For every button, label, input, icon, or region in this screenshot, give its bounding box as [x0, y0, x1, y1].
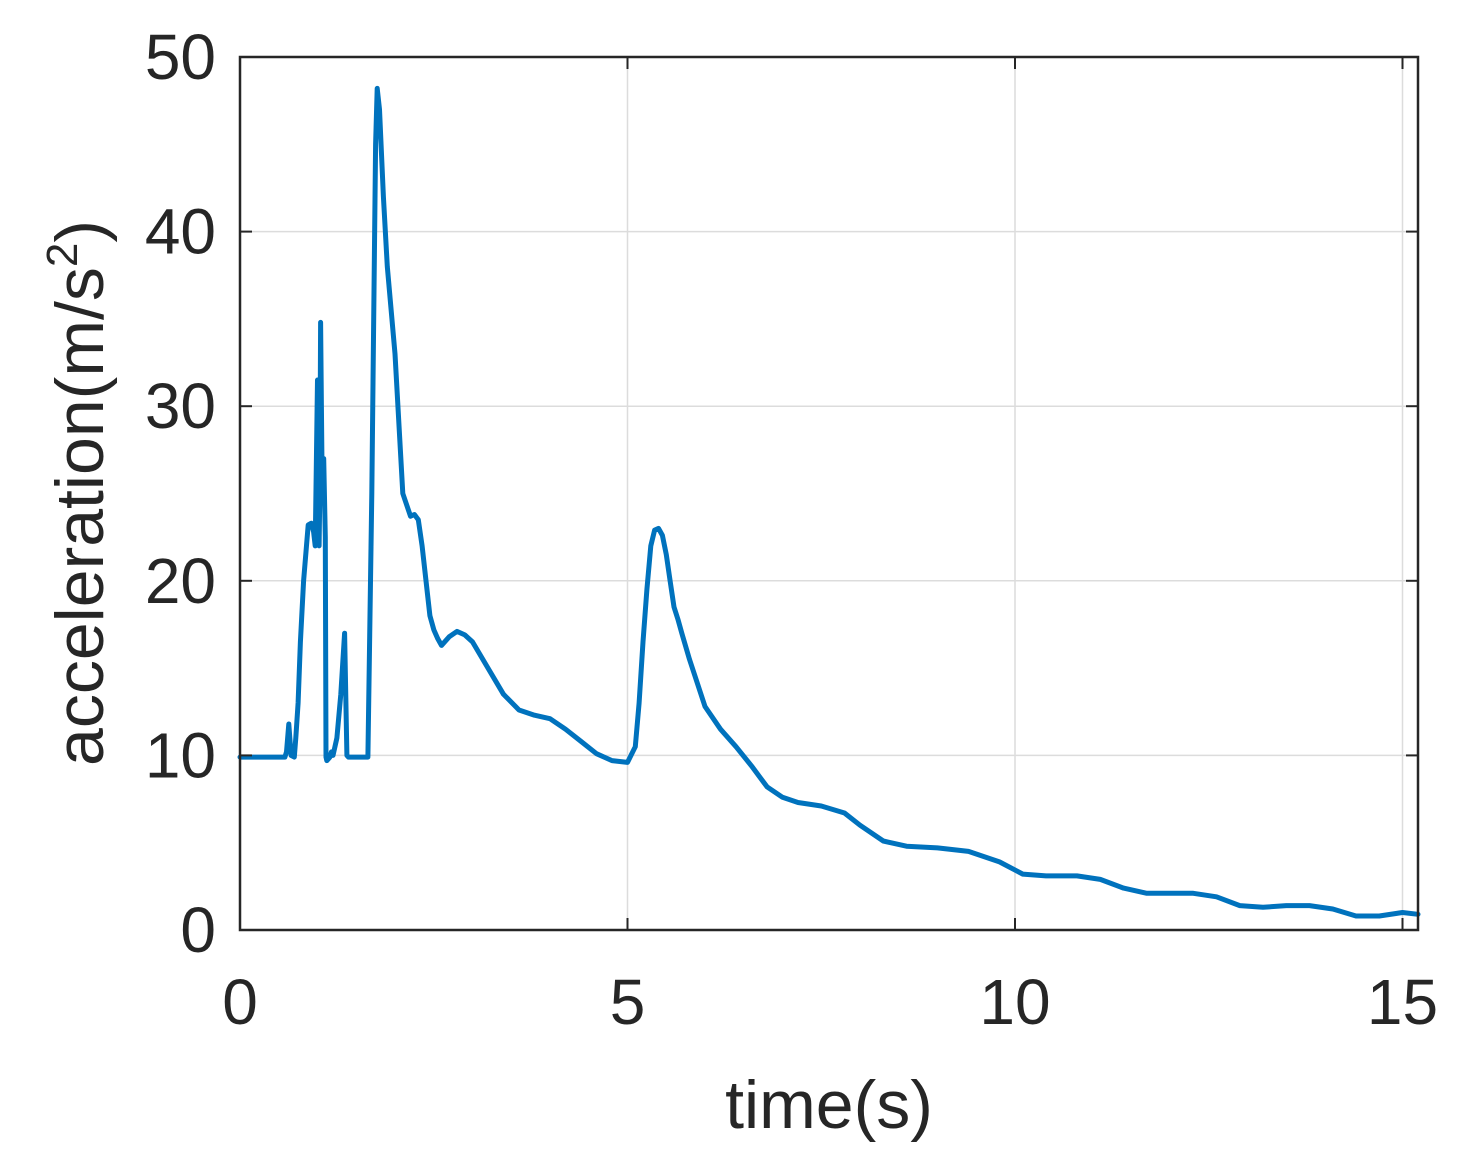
y-axis-label-superscript: 2 — [38, 243, 87, 267]
y-tick-label: 0 — [180, 894, 216, 966]
x-axis-label: time(s) — [725, 1067, 933, 1143]
x-tick-label: 15 — [1367, 966, 1438, 1038]
y-axis-label: acceleration(m/s2) — [38, 220, 118, 766]
y-tick-label: 40 — [145, 196, 216, 268]
axis-ticks — [239, 56, 1418, 931]
y-tick-label: 50 — [145, 21, 216, 93]
grid-lines — [240, 57, 1418, 930]
tick-labels: 0 5 10 15 0 10 20 30 40 50 — [145, 21, 1438, 1038]
plot-area-frame — [238, 55, 1420, 932]
y-tick-label: 30 — [145, 370, 216, 442]
y-axis-label-base: acceleration(m/s — [42, 267, 118, 766]
y-tick-label: 20 — [145, 545, 216, 617]
series-line-acceleration — [237, 85, 1421, 919]
y-axis-label-close: ) — [42, 220, 118, 243]
series-layer — [237, 85, 1421, 919]
x-tick-label: 10 — [979, 966, 1050, 1038]
y-tick-label: 10 — [145, 719, 216, 791]
x-tick-label: 0 — [222, 966, 258, 1038]
x-tick-label: 5 — [610, 966, 646, 1038]
